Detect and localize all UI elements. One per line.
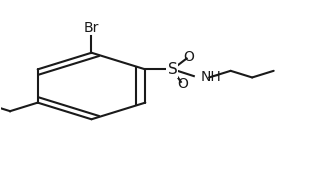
Text: O: O [177, 77, 188, 91]
Text: NH: NH [200, 71, 221, 84]
Text: O: O [183, 50, 194, 64]
Text: Br: Br [84, 21, 99, 35]
Text: S: S [167, 62, 177, 77]
